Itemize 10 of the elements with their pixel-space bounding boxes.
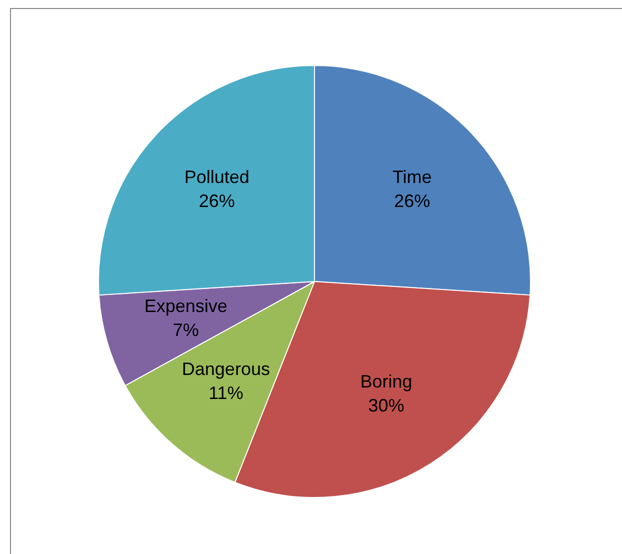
slice-label: Polluted: [184, 166, 250, 187]
slice-label: Time: [392, 166, 432, 187]
data-label: 7%: [172, 320, 199, 340]
data-label: 26%: [394, 190, 430, 211]
data-label: 30%: [368, 396, 404, 416]
data-label: 11%: [208, 382, 244, 403]
slice-label: Dangerous: [182, 358, 270, 379]
slice-label: Expensive: [144, 296, 228, 316]
slice-label: Boring: [360, 372, 412, 392]
data-label: 26%: [198, 190, 235, 211]
